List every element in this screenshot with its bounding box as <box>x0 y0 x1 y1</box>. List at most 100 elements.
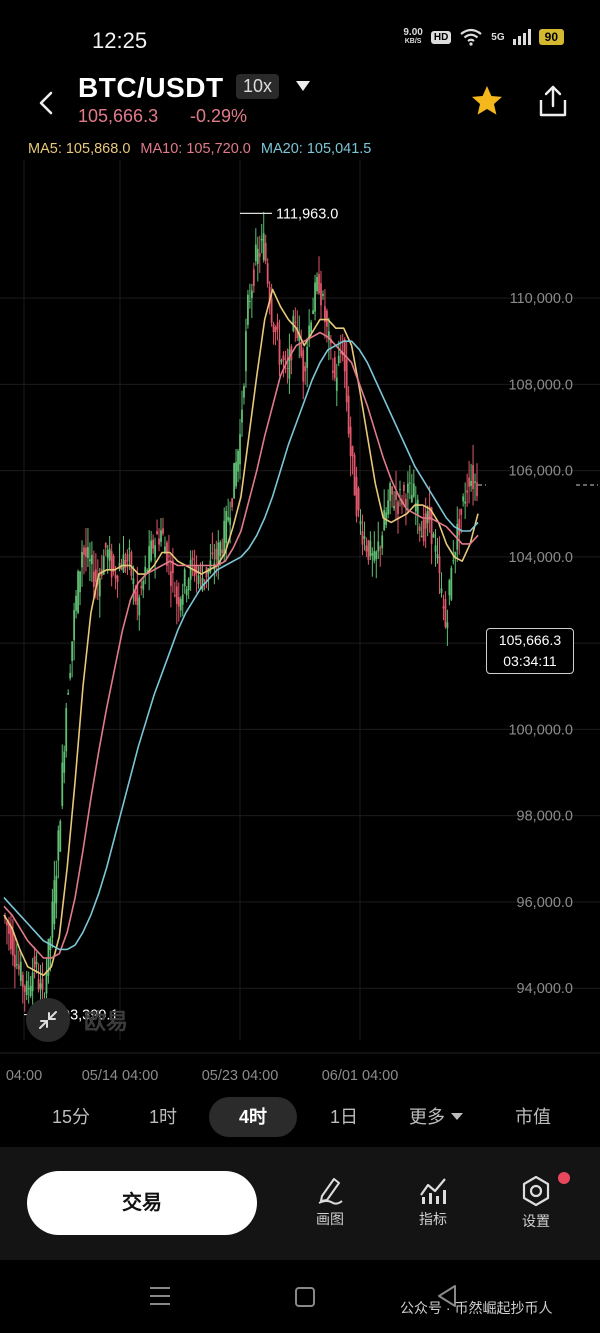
candle-body <box>335 377 338 391</box>
back-arrow-icon[interactable] <box>32 88 62 118</box>
candle-body <box>41 978 44 991</box>
candle-body <box>377 541 380 552</box>
candle-body <box>288 349 291 379</box>
ma5-label: MA5: 105,868.0 <box>28 141 131 157</box>
candle-body <box>136 584 139 606</box>
candle-body <box>150 540 153 561</box>
candle-body <box>452 560 455 562</box>
favorite-star-icon[interactable] <box>470 84 504 118</box>
y-tick-label: 110,000.0 <box>510 291 573 307</box>
share-icon[interactable] <box>537 84 569 118</box>
collapse-arrows-icon <box>39 1011 57 1029</box>
candle-body <box>87 547 89 559</box>
candle-body <box>472 465 474 490</box>
candle-body <box>422 519 425 542</box>
candle-body <box>379 547 382 549</box>
timeframe-1d[interactable]: 1日 <box>329 1107 358 1127</box>
trade-button[interactable]: 交易 <box>27 1171 257 1235</box>
candle-body <box>229 517 232 525</box>
candle-body <box>474 481 476 483</box>
candle-body <box>418 526 421 531</box>
candle-body <box>312 310 314 315</box>
candle-body <box>53 880 56 925</box>
ma-line-ma20 <box>3 340 479 951</box>
candle-body <box>276 322 279 330</box>
candle-body <box>160 530 162 542</box>
last-price: 105,666.3 <box>78 106 159 126</box>
timeframe-4h[interactable]: 4时 <box>209 1097 297 1137</box>
candle-body <box>466 490 469 493</box>
candle-body <box>15 964 18 966</box>
fullscreen-toggle-button[interactable] <box>26 998 70 1042</box>
candle-body <box>61 762 64 806</box>
candle-body <box>45 972 48 994</box>
candle-body <box>98 578 101 597</box>
candle-body <box>324 306 326 323</box>
draw-tool-button[interactable]: 画图 <box>300 1175 360 1229</box>
candle-body <box>6 922 8 926</box>
candlestick-chart[interactable]: 94,000.096,000.098,000.0100,000.0102,000… <box>0 160 600 1090</box>
candle-body <box>122 554 125 573</box>
candle-body <box>412 483 415 497</box>
candle-body <box>359 520 362 525</box>
candle-body <box>183 569 186 587</box>
candle-body <box>225 510 228 544</box>
candle-body <box>227 516 230 521</box>
ma-line-ma10 <box>3 331 479 959</box>
back-triangle-icon[interactable] <box>437 1284 457 1308</box>
ma10-label: MA10: 105,720.0 <box>140 141 251 157</box>
candle-body <box>333 357 336 378</box>
leverage-badge[interactable]: 10x <box>236 74 280 99</box>
timeframe-market-cap[interactable]: 市值 <box>515 1107 551 1127</box>
candle-body <box>211 552 214 555</box>
candle-body <box>89 559 91 562</box>
candle-body <box>442 606 445 609</box>
candle-body <box>432 534 435 538</box>
timeframe-selector: 15分 1时 4时 1日 更多 市值 <box>0 1097 600 1141</box>
candle-body <box>57 830 60 861</box>
caret-down-icon[interactable] <box>295 80 311 92</box>
candle-body <box>436 554 439 559</box>
menu-icon[interactable] <box>149 1286 171 1306</box>
y-tick-label: 96,000.0 <box>517 895 573 911</box>
candle-body <box>77 571 79 613</box>
candle-body <box>124 560 127 568</box>
candle-body <box>116 575 119 582</box>
candle-body <box>108 548 111 561</box>
candle-body <box>268 287 271 304</box>
indicators-button[interactable]: 指标 <box>403 1175 463 1229</box>
candle-body <box>31 972 34 992</box>
candle-body <box>79 571 81 593</box>
timeframe-15m[interactable]: 15分 <box>51 1107 91 1127</box>
candle-body <box>241 409 243 423</box>
candle-body <box>25 980 28 996</box>
candle-body <box>203 579 206 581</box>
home-icon[interactable] <box>294 1286 316 1308</box>
candle-body <box>458 519 461 536</box>
candle-body <box>120 567 123 570</box>
candle-body <box>118 562 121 569</box>
candle-body <box>63 751 66 773</box>
candle-body <box>426 510 429 524</box>
candle-body <box>94 569 97 582</box>
network-speed-unit: KB/S <box>404 38 422 45</box>
candle-body <box>239 434 241 465</box>
candle-body <box>302 350 305 382</box>
candle-body <box>156 531 158 535</box>
candle-body <box>375 551 378 560</box>
chart-canvas[interactable]: 94,000.096,000.098,000.0100,000.0102,000… <box>0 160 600 1090</box>
settings-button[interactable]: 设置 <box>506 1175 566 1231</box>
network-speed-value: 9.00 <box>403 27 423 38</box>
candle-body <box>17 964 20 970</box>
candle-body <box>187 579 190 591</box>
candle-body <box>195 565 198 575</box>
timeframe-more[interactable]: 更多 <box>396 1097 476 1137</box>
candle-body <box>304 366 307 372</box>
pair-title[interactable]: BTC/USDT <box>78 72 224 103</box>
candle-body <box>337 355 340 364</box>
candle-body <box>51 901 54 938</box>
timeframe-1h[interactable]: 1时 <box>148 1107 177 1127</box>
candle-body <box>175 586 178 604</box>
candle-body <box>363 536 366 539</box>
pen-icon <box>318 1178 343 1205</box>
